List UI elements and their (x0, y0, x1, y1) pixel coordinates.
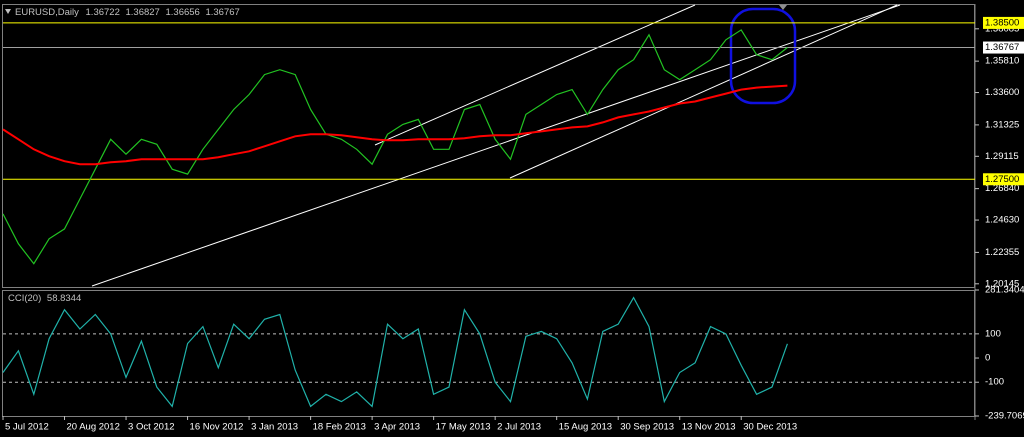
y-tick-label: 1.26840 (985, 183, 1019, 194)
cci-header: CCI(20) 58.8344 (8, 293, 81, 304)
level-label: 1.27500 (985, 174, 1019, 185)
series-line (2, 84, 788, 166)
highlight-ellipse (729, 7, 797, 105)
x-tick-label: 3 Oct 2012 (128, 422, 174, 433)
low: 1.36656 (165, 7, 199, 18)
symbol: EURUSD,Daily (15, 7, 79, 18)
x-tick-label: 3 Apr 2013 (374, 422, 420, 433)
x-tick-label: 18 Feb 2013 (313, 422, 366, 433)
y-tick-label: -100 (985, 377, 1004, 388)
x-tick-label: 13 Nov 2013 (682, 422, 736, 433)
cci-value: 58.8344 (47, 293, 81, 304)
current-price-label: 1.36767 (985, 42, 1019, 53)
x-tick-label: 2 Jul 2013 (497, 422, 541, 433)
level-label-bg (983, 173, 1024, 186)
high: 1.36827 (126, 7, 160, 18)
current-price-bg (983, 41, 1024, 54)
shift-marker (779, 5, 787, 10)
y-tick-label: 1.20145 (985, 278, 1019, 289)
y-tick-label: 100 (985, 328, 1001, 339)
level-label-bg (983, 16, 1024, 29)
x-tick-label: 5 Jul 2012 (5, 422, 49, 433)
close: 1.36767 (205, 7, 239, 18)
y-tick-label: 1.31325 (985, 119, 1019, 130)
y-tick-label: 0 (985, 353, 990, 364)
x-tick-label: 16 Nov 2012 (190, 422, 244, 433)
y-tick-label: 1.24630 (985, 215, 1019, 226)
channel-lower (509, 4, 898, 179)
header-icon (5, 9, 11, 14)
trendline-long (91, 4, 901, 287)
x-tick-label: 15 Aug 2013 (559, 422, 612, 433)
price-header: EURUSD,Daily 1.36722 1.36827 1.36656 1.3… (15, 7, 240, 18)
x-tick-label: 17 May 2013 (436, 422, 491, 433)
open: 1.36722 (86, 7, 120, 18)
y-tick-label: 1.35810 (985, 56, 1019, 67)
y-tick-label: 1.33600 (985, 87, 1019, 98)
y-tick-label: 1.22355 (985, 247, 1019, 258)
series-line (2, 29, 788, 265)
y-tick-label: 281.3404 (985, 285, 1024, 296)
cci-title: CCI(20) (8, 293, 41, 304)
level-label: 1.38500 (985, 17, 1019, 28)
y-tick-label: 1.29115 (985, 151, 1019, 162)
x-tick-label: 30 Sep 2013 (620, 422, 674, 433)
x-tick-label: 20 Aug 2012 (67, 422, 120, 433)
x-tick-label: 30 Dec 2013 (743, 422, 797, 433)
channel-upper (374, 4, 696, 146)
series-line (2, 296, 788, 408)
x-tick-label: 3 Jan 2013 (251, 422, 298, 433)
trendlines (91, 4, 901, 287)
y-tick-label: -239.7069 (985, 411, 1024, 422)
